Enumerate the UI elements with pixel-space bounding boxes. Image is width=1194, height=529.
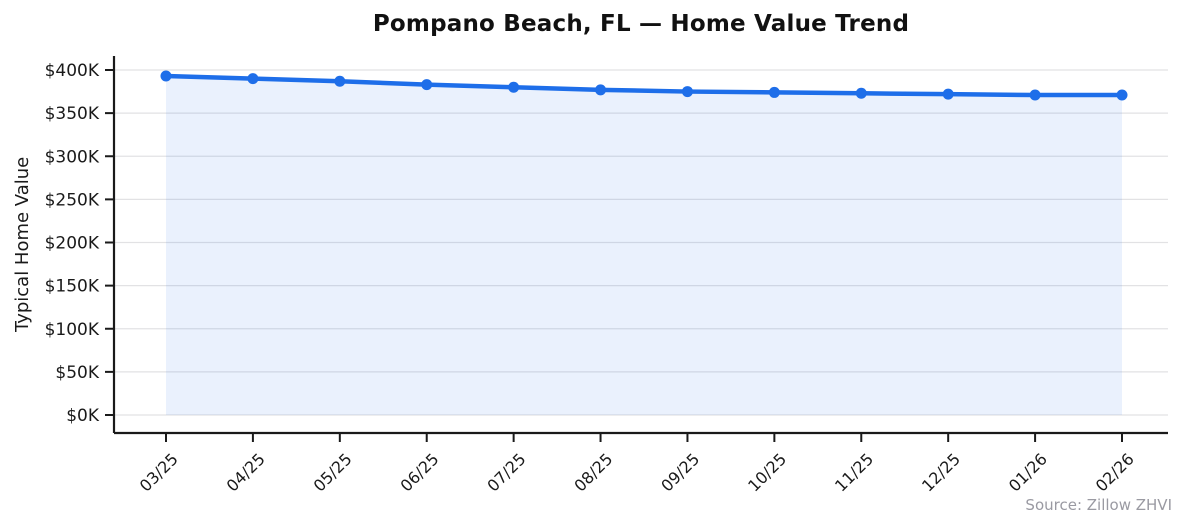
data-point-marker [681,86,693,98]
y-tick-label: $400K [45,61,100,81]
x-tick-label: 02/26 [1092,449,1138,495]
y-tick-label: $200K [45,234,100,254]
data-point-marker [595,84,607,96]
x-tick-label: 03/25 [136,449,182,495]
data-point-marker [855,87,867,99]
trend-line-path [163,73,1125,98]
x-tick-label: 08/25 [570,449,616,495]
y-tick-label: $100K [45,320,100,340]
area-fill-shape [166,76,1122,415]
x-tick-label: 11/25 [831,449,877,495]
data-point-marker [1029,89,1041,101]
source-attribution: Source: Zillow ZHVI [1025,496,1172,514]
trend-line [163,73,1125,98]
data-point-marker [247,73,259,85]
y-tick-label: $50K [55,363,99,383]
x-tick-label: 04/25 [223,449,269,495]
axis-spines [112,56,1168,435]
x-tick-label: 01/26 [1005,449,1051,495]
x-tick-label: 07/25 [483,449,529,495]
data-point-marker [942,88,954,100]
y-gridlines [114,69,1168,416]
data-point-marker [160,70,172,82]
x-tick-label: 06/25 [397,449,443,495]
data-point-marker [1116,89,1128,101]
y-tick-label: $350K [45,104,100,124]
y-tick-label: $0K [66,406,100,426]
x-tick-label: 10/25 [744,449,790,495]
data-point-marker [334,75,346,87]
x-tick-label: 12/25 [918,449,964,495]
chart-title: Pompano Beach, FL — Home Value Trend [372,11,910,37]
data-point-marker [768,86,780,98]
data-point-marker [508,81,520,93]
y-tick-label: $150K [45,277,100,297]
x-tick-label: 05/25 [310,449,356,495]
x-axis-ticks: 03/25 04/25 05/25 06/25 07/25 08/25 09/25 10/25… [136,433,1138,495]
data-points [160,70,1128,101]
area-fill [166,76,1122,415]
y-tick-label: $300K [45,147,100,167]
y-axis-ticks: $0K $50K $100K $150K $200K $250K $300K $350K $40… [45,61,114,426]
x-tick-label: 09/25 [657,449,703,495]
data-point-marker [421,79,433,91]
y-tick-label: $250K [45,190,100,210]
